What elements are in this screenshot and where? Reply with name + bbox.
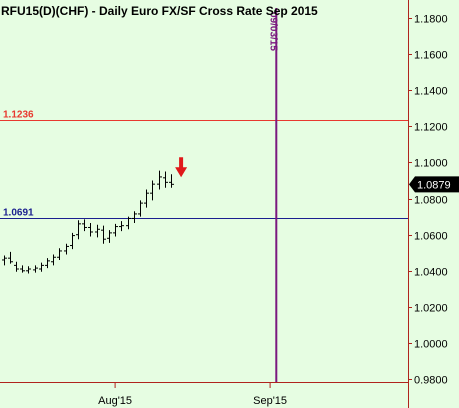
y-tick-label: 1.1200	[414, 122, 448, 134]
y-tick-label: 1.0800	[414, 195, 448, 207]
x-tick-label: Aug'15	[98, 395, 132, 407]
y-tick-label: 1.0400	[414, 267, 448, 279]
support-label: 1.0691	[3, 208, 34, 219]
y-tick-label: 1.1000	[414, 158, 448, 170]
sell-signal-arrow-icon	[175, 157, 188, 178]
x-tick-label: Sep'15	[253, 395, 287, 407]
y-tick-label: 1.0600	[414, 231, 448, 243]
chart-title: RFU15(D)(CHF) - Daily Euro FX/SF Cross R…	[1, 4, 318, 18]
y-tick-label: 1.1400	[414, 86, 448, 98]
y-tick-label: 1.1800	[414, 14, 448, 26]
y-tick-label: 1.0200	[414, 303, 448, 315]
last-price-marker	[409, 176, 459, 193]
y-tick-label: 1.1600	[414, 50, 448, 62]
y-tick-label: 0.9800	[414, 375, 448, 387]
y-tick-label: 1.0000	[414, 339, 448, 351]
resistance-label: 1.1236	[3, 110, 34, 121]
last-price-label: 1.0879	[417, 179, 451, 191]
event-marker-label: 09/03/15	[267, 12, 278, 51]
